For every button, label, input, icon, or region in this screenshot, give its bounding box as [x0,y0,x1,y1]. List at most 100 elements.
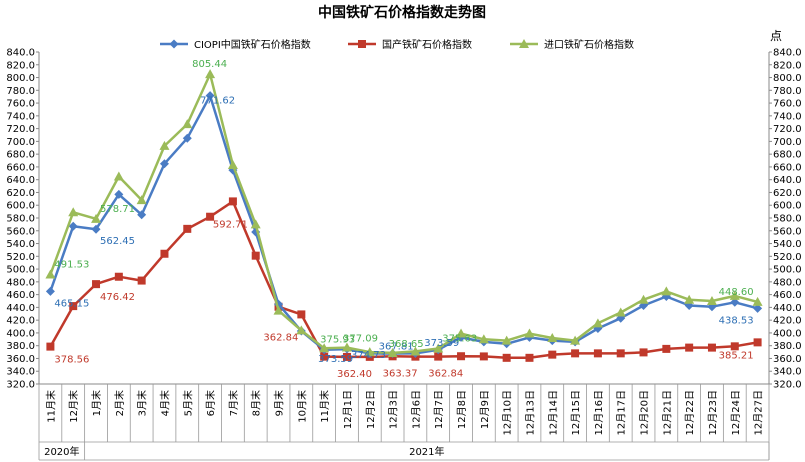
x-tick-label: 5月末 [181,390,194,416]
data-point [638,294,649,304]
data-label: 362.84 [263,332,298,343]
y-tick-label-left: 480.0 [6,277,35,288]
data-point [639,348,648,357]
y-tick-label-left: 580.0 [6,214,35,225]
data-label: 448.60 [719,287,754,298]
data-label: 373.59 [318,354,353,365]
y-tick-label-right: 780.0 [773,86,802,97]
data-point [114,189,124,199]
series-line [49,94,758,355]
x-tick-label: 12月3日 [388,390,400,429]
x-tick-label: 12月末 [67,390,80,423]
data-point [113,171,124,181]
y-tick-label-right: 440.0 [773,303,802,314]
data-point [205,69,216,79]
data-point [319,343,330,353]
data-point [616,349,625,358]
data-point [410,346,421,356]
x-tick-label: 8月末 [250,390,263,416]
x-tick-label: 12月24日 [730,390,742,435]
data-point [730,342,739,351]
y-tick-label-left: 320.0 [6,380,35,391]
y-tick-label-right: 720.0 [773,124,802,135]
data-point [250,219,261,229]
data-label: 363.37 [383,368,418,379]
data-point [684,294,695,304]
y-tick-label-right: 520.0 [773,252,802,263]
y-tick-label-left: 340.0 [6,367,35,378]
data-label: 378.56 [54,355,89,366]
data-label: 476.42 [100,292,135,303]
x-tick-label: 12月20日 [639,390,651,435]
x-tick-label: 3月末 [136,390,149,416]
x-tick-label: 12月27日 [753,390,765,435]
data-point [433,343,444,353]
y-tick-label-right: 680.0 [773,150,802,161]
x-tick-label: 12月14日 [547,390,559,435]
data-label: 362.40 [337,369,372,380]
y-tick-label-right: 760.0 [773,99,802,110]
y-tick-label-left: 820.0 [6,60,35,71]
data-point [570,335,581,345]
y-tick-label-right: 480.0 [773,277,802,288]
y-tick-label-right: 600.0 [773,201,802,212]
data-point [685,343,694,352]
data-point [68,221,78,231]
y-tick-label-right: 580.0 [773,214,802,225]
x-tick-label: 1月末 [90,390,103,416]
y-tick-label-right: 840.0 [773,48,802,59]
y-tick-label-right: 380.0 [773,341,802,352]
x-tick-label: 12月23日 [707,390,719,435]
data-point [342,352,351,361]
y-tick-label-left: 560.0 [6,226,35,237]
y-tick-label-right: 460.0 [773,290,802,301]
y-tick-label-right: 740.0 [773,111,802,122]
data-label: 465.15 [54,298,89,309]
x-tick-label: 10月末 [295,390,308,423]
data-label: 362.84 [428,369,463,380]
data-point [68,207,79,217]
data-point [45,286,55,296]
x-tick-label: 12月7日 [433,390,445,429]
data-point [205,91,215,101]
data-point [183,224,192,233]
legend-swatch-marker [358,40,366,48]
y-tick-label-left: 360.0 [6,354,35,365]
y-tick-label-left: 420.0 [6,316,35,327]
data-label: 377.09 [343,334,378,345]
y-tick-label-left: 760.0 [6,99,35,110]
plot-area [45,69,763,362]
y-tick-label-right: 360.0 [773,354,802,365]
data-label: 375.63 [442,333,477,344]
y-tick-label-right: 400.0 [773,328,802,339]
x-tick-label: 12月6日 [410,390,422,429]
data-point [182,119,193,129]
x-tick-label: 12月9日 [479,390,491,429]
legend-label: 进口铁矿石价格指数 [544,38,634,51]
legend-swatch-marker [519,39,529,48]
x-tick-label: 12月13日 [524,390,536,435]
legend: CIOPI中国铁矿石价格指数 国产铁矿石价格指数 进口铁矿石价格指数 [160,38,634,51]
data-label: 375.93 [320,334,355,345]
x-tick-label: 12月10日 [502,390,514,435]
data-point [456,328,467,338]
data-point [320,352,329,361]
data-point [548,350,557,359]
y-tick-label-left: 440.0 [6,303,35,314]
data-label: 771.62 [200,96,235,107]
data-point [729,290,740,300]
data-label: 491.53 [54,259,89,270]
y-tick-label-left: 460.0 [6,290,35,301]
data-point [182,133,192,143]
y-tick-label-right: 620.0 [773,188,802,199]
series-line [49,72,758,355]
data-point [501,335,512,345]
legend-label: 国产铁矿石价格指数 [382,38,472,51]
y-tick-label-left: 740.0 [6,111,35,122]
data-point [387,347,398,357]
data-label: 367.81 [379,341,414,352]
x-tick-label: 9月末 [273,390,286,416]
x-tick-label: 12月8日 [456,390,468,429]
